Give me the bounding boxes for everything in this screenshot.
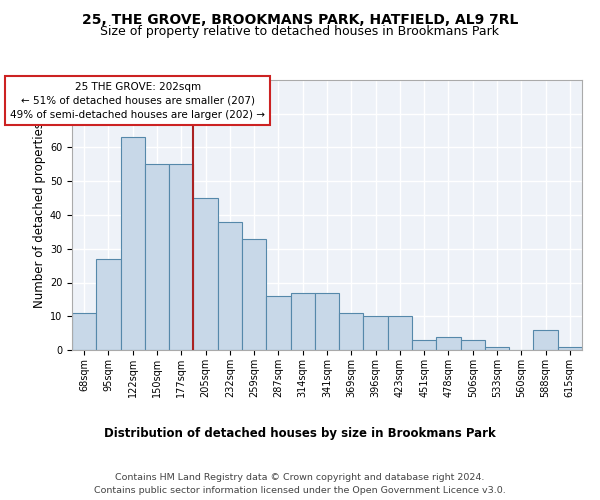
Y-axis label: Number of detached properties: Number of detached properties — [33, 122, 46, 308]
Bar — [96, 259, 121, 350]
Bar — [364, 316, 388, 350]
Text: Distribution of detached houses by size in Brookmans Park: Distribution of detached houses by size … — [104, 428, 496, 440]
Bar — [461, 340, 485, 350]
Bar — [169, 164, 193, 350]
Bar — [533, 330, 558, 350]
Bar — [218, 222, 242, 350]
Text: Contains HM Land Registry data © Crown copyright and database right 2024.
Contai: Contains HM Land Registry data © Crown c… — [94, 474, 506, 495]
Bar — [485, 346, 509, 350]
Bar — [339, 313, 364, 350]
Text: 25 THE GROVE: 202sqm
← 51% of detached houses are smaller (207)
49% of semi-deta: 25 THE GROVE: 202sqm ← 51% of detached h… — [10, 82, 265, 120]
Bar — [436, 336, 461, 350]
Bar — [388, 316, 412, 350]
Bar — [412, 340, 436, 350]
Bar — [558, 346, 582, 350]
Bar — [193, 198, 218, 350]
Bar — [315, 292, 339, 350]
Bar — [290, 292, 315, 350]
Bar — [121, 138, 145, 350]
Text: Size of property relative to detached houses in Brookmans Park: Size of property relative to detached ho… — [101, 25, 499, 38]
Bar — [145, 164, 169, 350]
Bar — [72, 313, 96, 350]
Bar — [242, 238, 266, 350]
Bar — [266, 296, 290, 350]
Text: 25, THE GROVE, BROOKMANS PARK, HATFIELD, AL9 7RL: 25, THE GROVE, BROOKMANS PARK, HATFIELD,… — [82, 12, 518, 26]
